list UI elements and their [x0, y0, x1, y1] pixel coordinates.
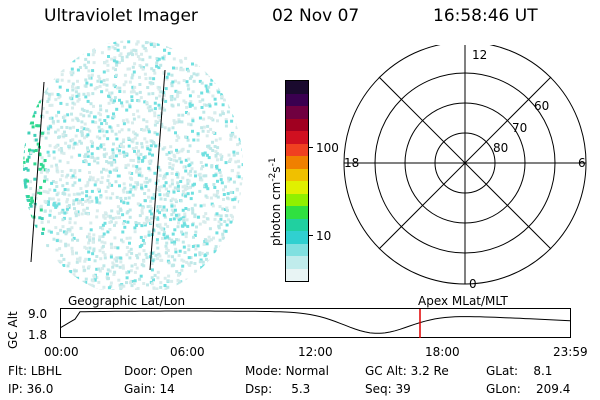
timeline-xtick-3: 18:00 — [425, 345, 460, 359]
info-glat: GLat: 8.1 — [486, 364, 553, 378]
timeline-xtick-0: 00:00 — [44, 345, 79, 359]
colorbar-tickmark-100 — [308, 147, 313, 148]
info-gc-alt: GC Alt: 3.2 Re — [365, 364, 449, 378]
timeline-ytick-low: 1.8 — [28, 328, 48, 342]
polar-label-12: 12 — [472, 48, 487, 62]
info-glon: GLon: 209.4 — [486, 382, 571, 396]
altitude-curve — [60, 310, 571, 334]
polar-lat-label-60: 60 — [534, 99, 549, 113]
polar-lat-label-70: 70 — [512, 121, 527, 135]
info-door: Door: Open — [124, 364, 193, 378]
polar-label-0: 0 — [469, 277, 477, 291]
colorbar-unit-label: photon cm-2s-1 — [268, 157, 283, 246]
timeline-xtick-1: 06:00 — [170, 345, 205, 359]
timeline-axis-title: GC Alt — [6, 311, 20, 349]
polar-label-6: 6 — [578, 156, 586, 170]
date-label: 02 Nov 07 — [272, 6, 360, 26]
timeline-xtick-2: 12:00 — [298, 345, 333, 359]
polar-plot: 12 18 6 0 60 70 80 — [343, 45, 587, 291]
timeline-left-label: Geographic Lat/Lon — [68, 294, 186, 308]
colorbar-tickmark-10 — [308, 235, 313, 236]
info-gain: Gain: 14 — [124, 382, 175, 396]
colorbar — [285, 80, 309, 282]
altitude-timeline — [60, 308, 571, 338]
instrument-title: Ultraviolet Imager — [44, 6, 198, 26]
polar-label-18: 18 — [344, 156, 359, 170]
polar-diagonal-2 — [378, 76, 552, 250]
terminator-line-right — [149, 69, 166, 271]
info-flt: Flt: LBHL — [8, 364, 62, 378]
info-mode: Mode: Normal — [245, 364, 329, 378]
terminator-line-left — [30, 81, 45, 263]
time-label: 16:58:46 UT — [433, 6, 538, 26]
auroral-image — [23, 40, 243, 290]
colorbar-tick-10: 10 — [316, 229, 332, 243]
polar-lat-label-80: 80 — [493, 141, 508, 155]
timeline-frame — [60, 308, 571, 338]
info-dsp: Dsp: 5.3 — [245, 382, 311, 396]
timeline-right-label: Apex MLat/MLT — [418, 294, 508, 308]
info-seq: Seq: 39 — [365, 382, 411, 396]
timeline-xtick-4: 23:59 — [553, 345, 588, 359]
timeline-ytick-high: 9.0 — [28, 307, 48, 321]
info-ip: IP: 36.0 — [8, 382, 54, 396]
colorbar-tick-100: 100 — [316, 141, 339, 155]
